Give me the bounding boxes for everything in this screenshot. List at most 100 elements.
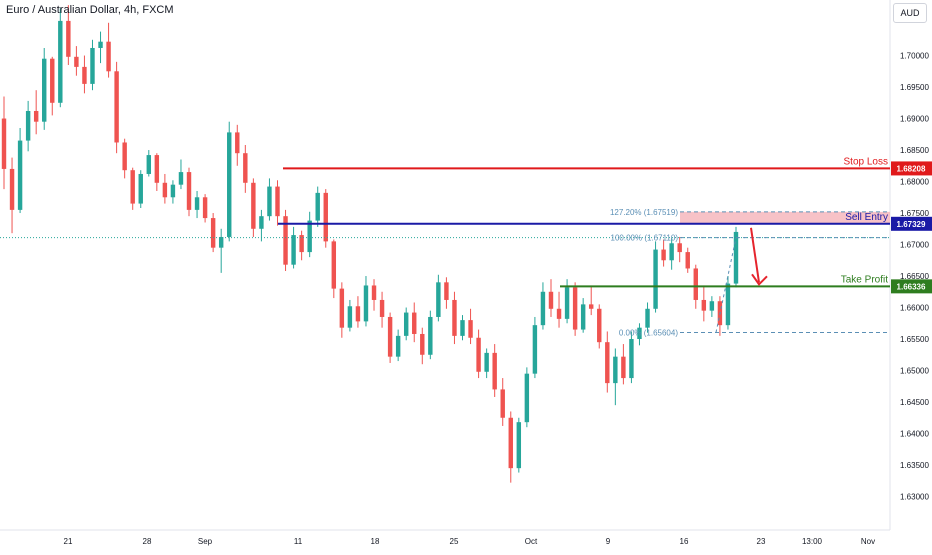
take-profit-label: Take Profit xyxy=(841,274,888,285)
candle-body xyxy=(556,308,562,319)
candle-body xyxy=(653,249,658,309)
candle-body xyxy=(235,132,240,154)
candle-body xyxy=(564,287,570,319)
y-tick-label: 1.66000 xyxy=(900,304,929,313)
candle-body xyxy=(468,320,473,338)
candle-body xyxy=(194,197,200,210)
candle-body xyxy=(645,308,650,328)
price-axis[interactable]: 1.70000 1.69500 1.69000 1.68500 1.68000 1.675… xyxy=(900,52,929,502)
candle-body xyxy=(629,339,634,379)
candle-body xyxy=(637,327,642,340)
candle-body xyxy=(227,132,232,237)
candle-body xyxy=(299,235,304,253)
sell-entry-price-tag xyxy=(891,216,932,231)
candle-body xyxy=(532,325,538,374)
y-tick-label: 1.66500 xyxy=(900,272,929,281)
fib-level-label: 100.00% (1.67110) xyxy=(611,234,679,243)
candle-body xyxy=(621,356,626,379)
candle-body xyxy=(138,173,143,204)
x-tick-label: 25 xyxy=(450,537,459,546)
currency-button[interactable]: AUD xyxy=(893,3,927,23)
candles xyxy=(1,5,739,483)
candle-body xyxy=(460,320,465,336)
candle-body xyxy=(122,142,127,171)
candle-body xyxy=(379,299,385,317)
target-arrow-head xyxy=(751,273,768,286)
x-tick-label: Sep xyxy=(198,537,213,546)
candle-body xyxy=(58,20,63,103)
candle-body xyxy=(669,243,674,261)
fib-level-label: 127.20% (1.67519) xyxy=(610,208,678,217)
candle-body xyxy=(733,231,739,284)
candle-body xyxy=(572,287,578,330)
candle-body xyxy=(130,170,135,204)
candle-body xyxy=(371,285,377,300)
candle-body xyxy=(50,58,55,103)
candle-body xyxy=(524,373,530,423)
candle-body xyxy=(283,216,288,265)
candle-body xyxy=(186,172,192,210)
time-axis[interactable]: 21 28 Sep 11 18 25 Oct 9 16 23 13:00 Nov xyxy=(64,537,876,546)
candle-body xyxy=(701,299,707,311)
candle-body xyxy=(347,306,353,328)
candle-body xyxy=(307,220,312,253)
candle-body xyxy=(218,236,224,248)
y-tick-label: 1.68000 xyxy=(900,178,929,187)
candle-body xyxy=(243,153,248,183)
candle-body xyxy=(355,306,361,322)
x-tick-label: Nov xyxy=(861,537,875,546)
candle-body xyxy=(17,140,23,210)
candle-body xyxy=(202,197,208,219)
candle-body xyxy=(66,20,71,57)
take-profit-price-tag xyxy=(891,279,932,294)
candle-body xyxy=(436,282,441,317)
candle-body xyxy=(251,182,256,229)
candle-body xyxy=(267,186,272,217)
sell-zone xyxy=(680,211,890,224)
candle-body xyxy=(114,71,119,143)
candle-body xyxy=(597,308,602,343)
candle-body xyxy=(323,192,328,242)
y-tick-label: 1.68500 xyxy=(900,146,929,155)
candle-body xyxy=(613,356,618,384)
candle-body xyxy=(588,304,594,309)
y-tick-label: 1.63000 xyxy=(900,493,929,502)
candle-body xyxy=(1,118,7,169)
x-tick-label: 11 xyxy=(294,537,303,546)
candle-body xyxy=(339,288,345,328)
candle-body xyxy=(548,291,554,309)
candle-body xyxy=(42,58,47,122)
y-tick-label: 1.70000 xyxy=(900,52,929,61)
y-tick-label: 1.65500 xyxy=(900,335,929,344)
candle-body xyxy=(580,304,586,330)
candle-body xyxy=(90,47,95,84)
candle-body xyxy=(677,243,682,253)
sell-entry-label: Sell Entry xyxy=(845,212,888,223)
x-tick-label: 18 xyxy=(371,537,380,546)
candle-body xyxy=(693,268,698,300)
y-tick-label: 1.69000 xyxy=(900,115,929,124)
candle-body xyxy=(725,283,731,326)
y-tick-label: 1.64000 xyxy=(900,430,929,439)
candle-body xyxy=(476,337,481,372)
x-tick-label: 16 xyxy=(680,537,689,546)
y-tick-label: 1.67000 xyxy=(900,241,929,250)
candle-body xyxy=(363,285,369,322)
candle-body xyxy=(387,316,393,357)
candle-body xyxy=(25,110,31,141)
fib-trend-line xyxy=(715,237,737,333)
sell-entry-price: 1.67329 xyxy=(897,220,926,229)
x-tick-label: 23 xyxy=(757,537,766,546)
candle-body xyxy=(259,216,264,229)
candle-body xyxy=(428,316,433,355)
x-tick-label: 28 xyxy=(143,537,152,546)
y-tick-label: 1.69500 xyxy=(900,83,929,92)
target-arrow-shaft xyxy=(750,227,760,283)
candle-body xyxy=(291,235,296,265)
candle-body xyxy=(146,155,152,174)
candle-body xyxy=(452,299,457,336)
candle-body xyxy=(162,182,168,198)
y-tick-label: 1.65000 xyxy=(900,367,929,376)
x-tick-label: Oct xyxy=(525,537,538,546)
